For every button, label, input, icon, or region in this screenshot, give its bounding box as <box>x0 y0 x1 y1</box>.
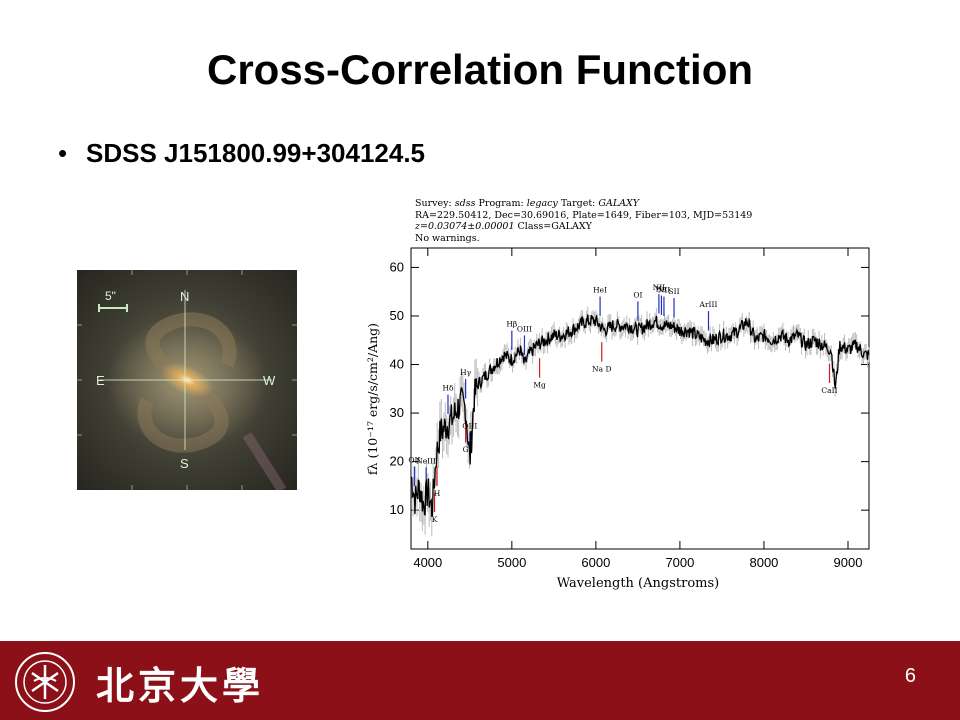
program-value: legacy <box>526 198 558 209</box>
y-tick-label: 10 <box>390 502 404 517</box>
emission-line-label: OIII <box>517 324 532 333</box>
absorption-line-label: H <box>434 489 441 498</box>
emission-line-label: HeI <box>593 286 607 295</box>
emission-line-label: NII <box>658 286 671 295</box>
absorption-line-label: Mg <box>533 381 546 390</box>
spectrum-chart: 4000 5000 6000 7000 8000 9000 10 20 30 40 50 60 OII… <box>365 247 870 591</box>
x-tick-label: 5000 <box>497 555 526 570</box>
spectrum-header: Survey: sdss Program: legacy Target: GAL… <box>415 198 752 244</box>
scale-label: 5" <box>105 289 116 303</box>
survey-value: sdss <box>454 198 476 209</box>
y-tick-label: 30 <box>390 405 404 420</box>
page-number: 6 <box>904 665 916 687</box>
slide-title: Cross-Correlation Function <box>206 46 754 93</box>
spectral-line-markers: OIINeIIIHδHγOIIIHβOIIIHeIOINIIHαNIISIIAr… <box>408 283 837 524</box>
spectrum-line <box>410 314 870 518</box>
target-value: GALAXY <box>598 198 640 209</box>
galaxy-image-svg: 5" N S E W <box>77 270 297 490</box>
emission-line-label: SII <box>668 287 679 296</box>
university-wordmark: 北京大學 <box>96 663 265 708</box>
emission-line-label: Hδ <box>442 384 454 393</box>
x-tick-label: 7000 <box>665 555 694 570</box>
bullet-text: SDSS J151800.99+304124.5 <box>86 138 426 168</box>
y-tick-label: 60 <box>390 259 404 274</box>
warnings-line: No warnings. <box>415 232 480 244</box>
program-key: Program: <box>478 198 524 209</box>
university-seal-icon <box>14 651 76 718</box>
x-tick-label: 4000 <box>413 555 442 570</box>
coords-line: RA=229.50412, Dec=30.69016, Plate=1649, … <box>415 209 753 221</box>
x-axis-label: Wavelength (Angstroms) <box>557 576 719 591</box>
emission-line-label: OII <box>408 455 420 464</box>
absorption-line-label: G <box>463 445 469 454</box>
compass-south: S <box>180 456 189 471</box>
compass-north: N <box>180 289 189 304</box>
absorption-line-label: Na D <box>592 365 611 374</box>
class-value: Class=GALAXY <box>517 221 592 233</box>
compass-west: W <box>263 373 276 388</box>
x-tick-label: 8000 <box>749 555 778 570</box>
plot-frame <box>410 247 870 550</box>
target-key: Target: <box>560 198 596 209</box>
y-tick-label: 50 <box>390 308 404 323</box>
emission-line-label: OI <box>633 290 642 299</box>
x-tick-label: 9000 <box>834 555 863 570</box>
emission-line-label: Hγ <box>460 368 472 377</box>
x-tick-label: 6000 <box>581 555 610 570</box>
emission-line-label: NeIII <box>416 456 436 465</box>
emission-line-label: Hα <box>656 285 668 294</box>
axis-ticks: 4000 5000 6000 7000 8000 9000 10 20 30 40 50 60 <box>390 248 869 570</box>
y-tick-label: 20 <box>390 454 404 469</box>
compass-east: E <box>96 373 105 388</box>
emission-line-label: ArIII <box>699 300 718 309</box>
frame-ticks <box>77 270 297 490</box>
redshift-value: z=0.03074±0.00001 <box>415 221 515 233</box>
emission-line-label: OIII <box>462 421 477 430</box>
y-axis-label: fλ (10⁻¹⁷ erg/s/cm²/Ang) <box>365 323 380 475</box>
bullet-dot-icon: • <box>58 138 68 168</box>
footer-bar: 北京大學 6 <box>0 641 960 720</box>
emission-line-label: NII <box>653 283 666 292</box>
bullet-item: • SDSS J151800.99+304124.5 <box>58 138 425 169</box>
absorption-line-label: K <box>432 515 438 524</box>
emission-line-label: Hβ <box>506 320 517 329</box>
galaxy-image: 5" N S E W <box>77 270 297 490</box>
absorption-line-label: CaII <box>821 386 837 395</box>
survey-key: Survey: <box>415 198 452 209</box>
y-tick-label: 40 <box>390 357 404 372</box>
